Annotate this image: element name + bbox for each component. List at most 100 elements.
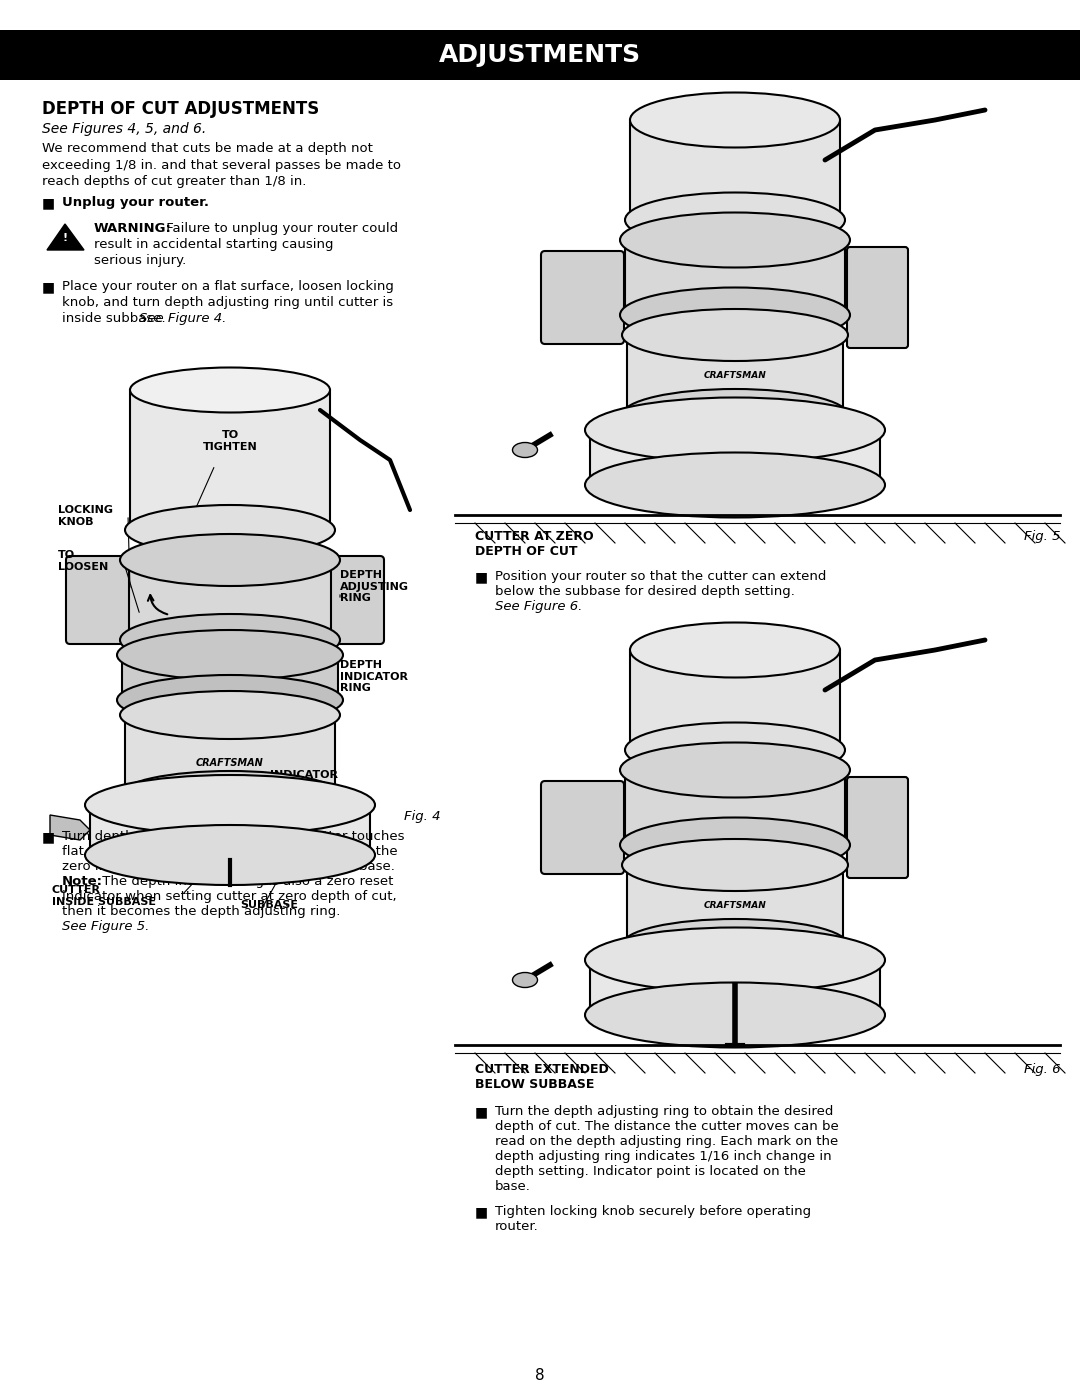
Ellipse shape <box>85 825 375 885</box>
Ellipse shape <box>620 287 850 343</box>
Ellipse shape <box>622 839 848 890</box>
Text: CRAFTSMAN: CRAFTSMAN <box>197 757 264 769</box>
Text: SUBBASE: SUBBASE <box>240 900 298 910</box>
Text: ■: ■ <box>475 1205 488 1219</box>
FancyBboxPatch shape <box>122 655 338 700</box>
Text: TO
TIGHTEN: TO TIGHTEN <box>203 430 257 452</box>
Ellipse shape <box>620 818 850 872</box>
Text: Tighten locking knob securely before operating: Tighten locking knob securely before ope… <box>495 1205 811 1218</box>
Text: serious injury.: serious injury. <box>94 253 186 267</box>
Text: Failure to unplug your router could: Failure to unplug your router could <box>162 223 399 235</box>
Text: flat surface. Turn the depth indicator ring until the: flat surface. Turn the depth indicator r… <box>62 846 397 858</box>
Ellipse shape <box>622 309 848 361</box>
FancyBboxPatch shape <box>630 650 840 750</box>
Text: Fig. 6: Fig. 6 <box>1024 1063 1059 1077</box>
FancyBboxPatch shape <box>541 251 624 344</box>
Text: DEPTH OF CUT ADJUSTMENTS: DEPTH OF CUT ADJUSTMENTS <box>42 99 320 118</box>
Bar <box>0 29 1080 80</box>
Text: Place your router on a flat surface, loosen locking: Place your router on a flat surface, loo… <box>62 280 394 293</box>
Text: Turn the depth adjusting ring to obtain the desired: Turn the depth adjusting ring to obtain … <box>495 1105 834 1119</box>
Text: See Figures 4, 5, and 6.: See Figures 4, 5, and 6. <box>42 122 206 136</box>
Text: ADJUSTMENTS: ADJUSTMENTS <box>438 43 642 67</box>
Text: Fig. 5: Fig. 5 <box>1024 531 1059 543</box>
Ellipse shape <box>620 213 850 267</box>
FancyBboxPatch shape <box>130 391 330 531</box>
Text: See Figure 5.: See Figure 5. <box>62 920 149 932</box>
Text: LOCKING
KNOB: LOCKING KNOB <box>58 505 113 526</box>
Ellipse shape <box>625 192 845 248</box>
FancyBboxPatch shape <box>627 865 843 945</box>
Text: CRAFTSMAN: CRAFTSMAN <box>704 900 767 910</box>
Text: Position your router so that the cutter can extend: Position your router so that the cutter … <box>495 570 826 582</box>
Text: BELOW SUBBASE: BELOW SUBBASE <box>475 1078 594 1091</box>
Ellipse shape <box>120 615 340 666</box>
Text: router.: router. <box>495 1219 539 1233</box>
Ellipse shape <box>585 452 885 518</box>
FancyBboxPatch shape <box>541 781 624 874</box>
Ellipse shape <box>630 623 840 678</box>
Text: depth of cut. The distance the cutter moves can be: depth of cut. The distance the cutter mo… <box>495 1120 839 1133</box>
Text: CRAFTSMAN: CRAFTSMAN <box>704 371 767 379</box>
Text: TO
LOOSEN: TO LOOSEN <box>58 550 108 571</box>
Text: then it becomes the depth adjusting ring.: then it becomes the depth adjusting ring… <box>62 904 340 918</box>
Ellipse shape <box>117 630 343 680</box>
Text: We recommend that cuts be made at a depth not
exceeding 1/8 in. and that several: We recommend that cuts be made at a dept… <box>42 141 401 188</box>
Text: Unplug your router.: Unplug your router. <box>62 196 210 209</box>
Polygon shape <box>50 815 90 840</box>
Text: indicator when setting cutter at zero depth of cut,: indicator when setting cutter at zero de… <box>62 890 396 903</box>
Text: See Figure 6.: See Figure 6. <box>495 601 582 613</box>
FancyBboxPatch shape <box>630 120 840 220</box>
Ellipse shape <box>513 973 538 987</box>
Ellipse shape <box>585 983 885 1047</box>
FancyBboxPatch shape <box>330 556 384 644</box>
Text: ■: ■ <box>42 196 55 210</box>
FancyBboxPatch shape <box>625 770 845 846</box>
Text: Fig. 4: Fig. 4 <box>404 811 440 823</box>
FancyBboxPatch shape <box>125 560 335 640</box>
Text: See Figure 4.: See Figure 4. <box>139 312 227 325</box>
Text: CUTTER EXTENDED: CUTTER EXTENDED <box>475 1063 609 1077</box>
Ellipse shape <box>130 367 330 413</box>
Text: ■: ■ <box>42 830 55 844</box>
Text: base.: base. <box>495 1180 531 1193</box>
Text: ■: ■ <box>42 280 55 294</box>
FancyBboxPatch shape <box>125 715 335 795</box>
Ellipse shape <box>120 692 340 739</box>
Ellipse shape <box>620 742 850 798</box>
Ellipse shape <box>125 505 335 554</box>
Ellipse shape <box>85 776 375 834</box>
FancyBboxPatch shape <box>590 430 880 484</box>
FancyBboxPatch shape <box>625 239 845 315</box>
Ellipse shape <box>622 389 848 441</box>
Text: The depth indicator ring is also a zero reset: The depth indicator ring is also a zero … <box>98 875 393 888</box>
FancyBboxPatch shape <box>627 335 843 414</box>
Ellipse shape <box>585 398 885 462</box>
Text: ■: ■ <box>475 1105 488 1119</box>
Text: result in accidental starting causing: result in accidental starting causing <box>94 238 334 251</box>
Text: DEPTH
ADJUSTING
RING: DEPTH ADJUSTING RING <box>340 570 409 603</box>
Text: DEPTH
INDICATOR
RING: DEPTH INDICATOR RING <box>340 659 408 693</box>
Text: ■: ■ <box>475 570 488 584</box>
Polygon shape <box>48 224 84 251</box>
Text: inside subbase.: inside subbase. <box>62 312 170 325</box>
Text: CUTTER AT ZERO: CUTTER AT ZERO <box>475 531 594 543</box>
Ellipse shape <box>513 442 538 458</box>
Ellipse shape <box>120 533 340 587</box>
Text: Turn depth adjusting ring until tip of cutter touches: Turn depth adjusting ring until tip of c… <box>62 830 405 843</box>
Text: 8: 8 <box>536 1368 544 1383</box>
Ellipse shape <box>625 722 845 777</box>
Text: read on the depth adjusting ring. Each mark on the: read on the depth adjusting ring. Each m… <box>495 1135 838 1148</box>
Ellipse shape <box>585 927 885 993</box>
Text: INDICATOR
POINT: INDICATOR POINT <box>270 770 338 791</box>
Text: DEPTH OF CUT: DEPTH OF CUT <box>475 545 578 559</box>
Text: below the subbase for desired depth setting.: below the subbase for desired depth sett… <box>495 585 795 598</box>
Text: !: ! <box>63 232 68 244</box>
Text: Note:: Note: <box>62 875 103 888</box>
Ellipse shape <box>120 771 340 819</box>
FancyBboxPatch shape <box>847 777 908 878</box>
Text: zero lines up with the indicator point on the base.: zero lines up with the indicator point o… <box>62 860 395 874</box>
FancyBboxPatch shape <box>590 960 880 1015</box>
Ellipse shape <box>117 675 343 725</box>
Text: depth adjusting ring indicates 1/16 inch change in: depth adjusting ring indicates 1/16 inch… <box>495 1149 832 1163</box>
Text: depth setting. Indicator point is located on the: depth setting. Indicator point is locate… <box>495 1165 806 1177</box>
